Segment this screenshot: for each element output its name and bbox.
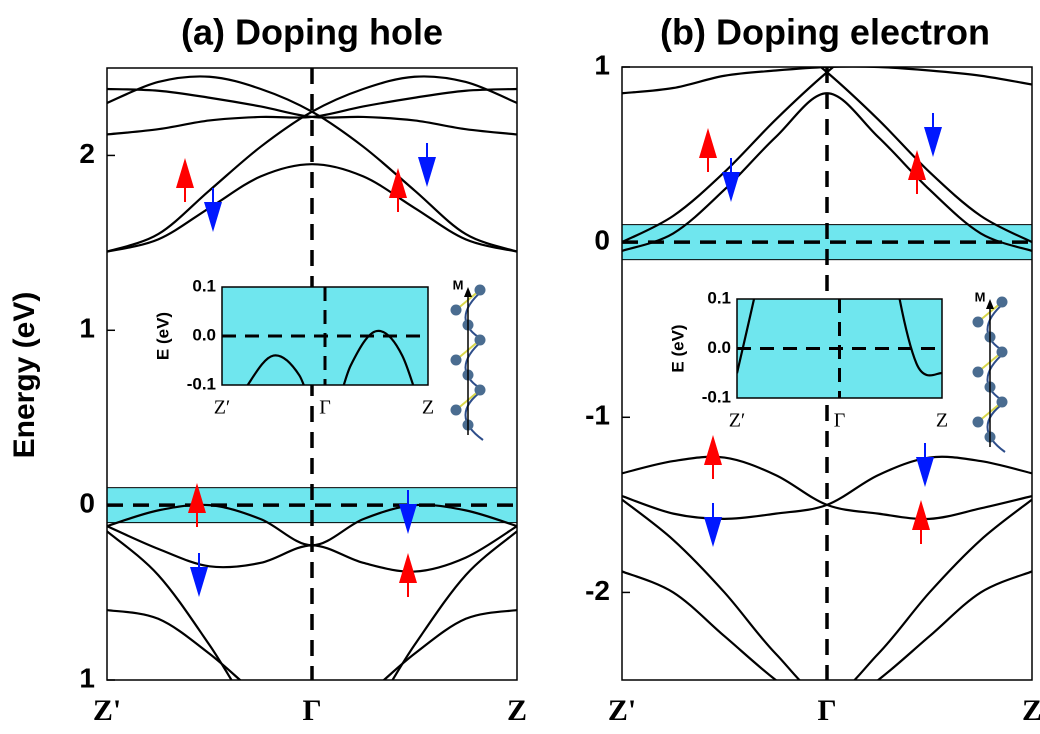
inset-y-tick-label: 0.0 <box>707 338 731 357</box>
helix-diagram <box>450 284 486 441</box>
band-line <box>246 329 415 385</box>
panel-title: (b) Doping electron <box>660 12 990 53</box>
arrow-head <box>704 435 722 465</box>
inset-frame <box>221 286 429 386</box>
y-tick-label: 1 <box>79 313 95 344</box>
plot-frame <box>106 67 518 681</box>
x-tick-label: Z' <box>608 694 636 727</box>
x-tick-label: Γ <box>302 694 321 727</box>
band-line <box>622 498 1032 680</box>
inset-y-label: E (eV) <box>668 324 687 372</box>
x-tick-label: Z <box>1022 694 1040 727</box>
band-line <box>107 75 517 253</box>
arrow-head <box>916 457 934 487</box>
helix-atom <box>450 304 462 316</box>
inset-x-tick-label: Z′ <box>729 410 746 432</box>
plot-frame <box>621 66 1033 681</box>
y-tick-label: 0 <box>594 225 610 256</box>
spin-down-arrow <box>722 158 740 202</box>
spin-down-arrow <box>916 443 934 487</box>
spin-up-arrow <box>699 128 717 172</box>
y-tick-label: 2 <box>79 138 95 169</box>
band-line <box>107 163 517 253</box>
band-line <box>622 67 1032 95</box>
helix-atom <box>474 284 486 296</box>
spin-up-arrow <box>908 150 926 194</box>
spin-up-arrow <box>389 168 407 212</box>
y-tick-label: 0 <box>79 488 95 519</box>
helix-atom <box>996 296 1008 308</box>
spin-up-arrow <box>912 500 930 544</box>
helix-atom <box>474 334 486 346</box>
arrow-head <box>908 150 926 180</box>
inset-y-tick-label: 0.1 <box>192 276 216 295</box>
inset-y-tick-label: 0.0 <box>192 325 216 344</box>
helix-chain <box>986 301 1007 453</box>
arrow-head <box>176 158 194 188</box>
arrow-head <box>722 172 740 202</box>
spin-up-arrow <box>188 483 206 527</box>
y-tick-label: -1 <box>585 400 610 431</box>
inset-x-tick-label: Z′ <box>214 397 231 419</box>
magnetization-head <box>986 299 994 309</box>
spin-up-arrow <box>399 553 417 597</box>
bands <box>246 329 415 385</box>
inset-frame <box>736 298 943 399</box>
spin-up-arrow <box>176 158 194 202</box>
x-tick-label: Γ <box>817 694 836 727</box>
panel-title: (a) Doping hole <box>181 12 443 53</box>
inset-y-tick-label: -0.1 <box>187 374 216 393</box>
spin-down-arrow <box>399 490 417 534</box>
inset-y-label: E (eV) <box>153 312 172 360</box>
spin-down-arrow <box>704 503 722 547</box>
arrow-head <box>389 168 407 198</box>
helix-diagram <box>972 296 1008 453</box>
arrow-head <box>188 483 206 513</box>
arrow-head <box>704 517 722 547</box>
band-line <box>107 608 517 680</box>
spin-down-arrow <box>190 553 208 597</box>
helix-atom <box>972 366 984 378</box>
arrow-head <box>418 157 436 187</box>
arrow-head <box>399 504 417 534</box>
arrow-head <box>912 500 930 530</box>
helix-atom <box>996 396 1008 408</box>
helix-atom <box>972 416 984 428</box>
y-tick-label: -2 <box>585 575 610 606</box>
x-tick-label: Z <box>507 694 527 727</box>
arrow-head <box>924 127 942 157</box>
inset-x-tick-label: Γ <box>319 397 331 419</box>
band-line <box>622 455 1032 520</box>
x-tick-label: Z' <box>93 694 121 727</box>
band-line <box>107 530 517 680</box>
helix-atom <box>972 316 984 328</box>
arrow-head <box>204 202 222 232</box>
helix-atom <box>996 346 1008 358</box>
magnetization-head <box>464 287 472 297</box>
arrow-head <box>190 567 208 597</box>
helix-atom <box>474 384 486 396</box>
magnetization-label: M <box>975 289 986 304</box>
inset-y-tick-label: -0.1 <box>702 387 731 406</box>
spin-up-arrow <box>704 435 722 479</box>
y-tick-label: 1 <box>594 49 610 80</box>
y-axis-label: Energy (eV) <box>8 292 41 459</box>
spin-down-arrow <box>418 143 436 187</box>
band-line <box>622 570 1032 680</box>
arrow-head <box>399 553 417 583</box>
helix-chain <box>464 289 485 441</box>
helix-atom <box>450 354 462 366</box>
band-line <box>107 87 517 136</box>
magnetization-label: M <box>453 277 464 292</box>
inset-x-tick-label: Z <box>422 397 434 419</box>
spin-down-arrow <box>204 188 222 232</box>
inset-x-tick-label: Γ <box>834 410 846 432</box>
spin-down-arrow <box>924 113 942 157</box>
inset-y-tick-label: 0.1 <box>707 288 731 307</box>
y-tick-label: 1 <box>79 662 95 693</box>
helix-atom <box>450 404 462 416</box>
inset-x-tick-label: Z <box>936 410 948 432</box>
arrow-head <box>699 128 717 158</box>
